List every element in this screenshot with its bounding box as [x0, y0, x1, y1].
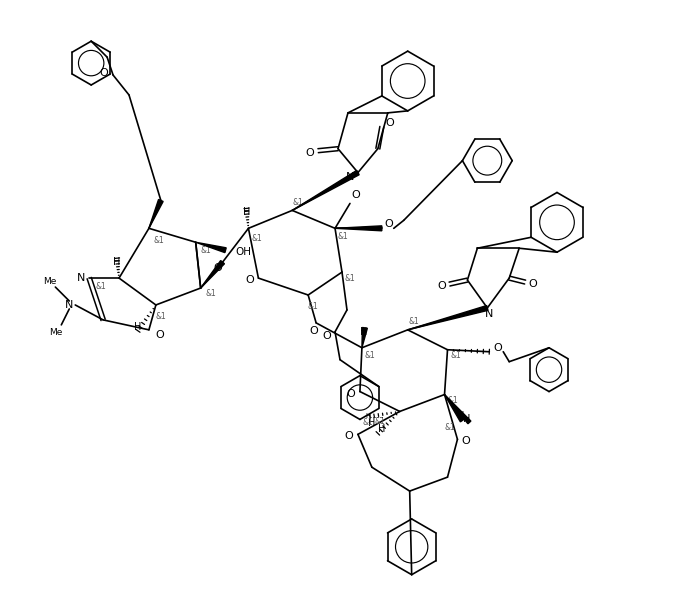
Text: &1: &1 — [96, 282, 106, 290]
Polygon shape — [292, 170, 359, 210]
Text: H: H — [134, 322, 142, 332]
Text: O: O — [437, 281, 446, 291]
Text: &1: &1 — [444, 423, 455, 432]
Text: H: H — [114, 257, 121, 267]
Text: O: O — [529, 279, 538, 289]
Text: N: N — [65, 300, 73, 310]
Polygon shape — [201, 261, 225, 288]
Text: &1: &1 — [200, 246, 211, 255]
Text: &1: &1 — [362, 418, 373, 427]
Text: &1: &1 — [450, 351, 461, 360]
Text: O: O — [384, 219, 393, 229]
Text: H: H — [463, 415, 470, 425]
Text: O: O — [213, 263, 222, 273]
Text: O: O — [461, 437, 470, 446]
Text: O: O — [310, 326, 319, 336]
Text: H: H — [378, 424, 386, 434]
Text: O: O — [306, 148, 314, 157]
Text: O: O — [351, 191, 360, 201]
Text: O: O — [347, 388, 356, 399]
Text: &1: &1 — [251, 234, 262, 243]
Polygon shape — [196, 242, 226, 252]
Text: &1: &1 — [375, 417, 385, 426]
Text: &1: &1 — [155, 312, 166, 321]
Text: N: N — [485, 309, 493, 319]
Text: O: O — [100, 68, 108, 78]
Text: O: O — [493, 343, 501, 353]
Text: O: O — [155, 330, 164, 340]
Text: Me: Me — [49, 328, 62, 337]
Text: N: N — [346, 172, 354, 182]
Polygon shape — [335, 226, 382, 231]
Text: &1: &1 — [153, 236, 164, 245]
Text: H: H — [242, 207, 250, 217]
Text: &1: &1 — [292, 198, 303, 207]
Text: H: H — [360, 327, 368, 337]
Polygon shape — [445, 394, 471, 424]
Text: &1: &1 — [206, 289, 216, 298]
Text: OH: OH — [236, 247, 251, 257]
Text: &1: &1 — [308, 302, 319, 311]
Polygon shape — [408, 305, 488, 330]
Text: N: N — [77, 273, 86, 283]
Text: O: O — [245, 275, 254, 285]
Text: O: O — [323, 331, 332, 341]
Polygon shape — [149, 200, 163, 228]
Text: O: O — [386, 118, 394, 128]
Text: H: H — [368, 418, 375, 428]
Polygon shape — [445, 394, 464, 422]
Text: &1: &1 — [338, 232, 349, 241]
Text: O: O — [345, 431, 353, 441]
Polygon shape — [362, 327, 367, 347]
Text: H......: H...... — [366, 413, 384, 419]
Text: &1: &1 — [447, 396, 458, 405]
Text: &1: &1 — [345, 274, 356, 283]
Text: H: H — [457, 412, 464, 421]
Text: &1: &1 — [364, 351, 375, 360]
Text: Me: Me — [42, 277, 56, 286]
Text: &1: &1 — [408, 317, 419, 326]
